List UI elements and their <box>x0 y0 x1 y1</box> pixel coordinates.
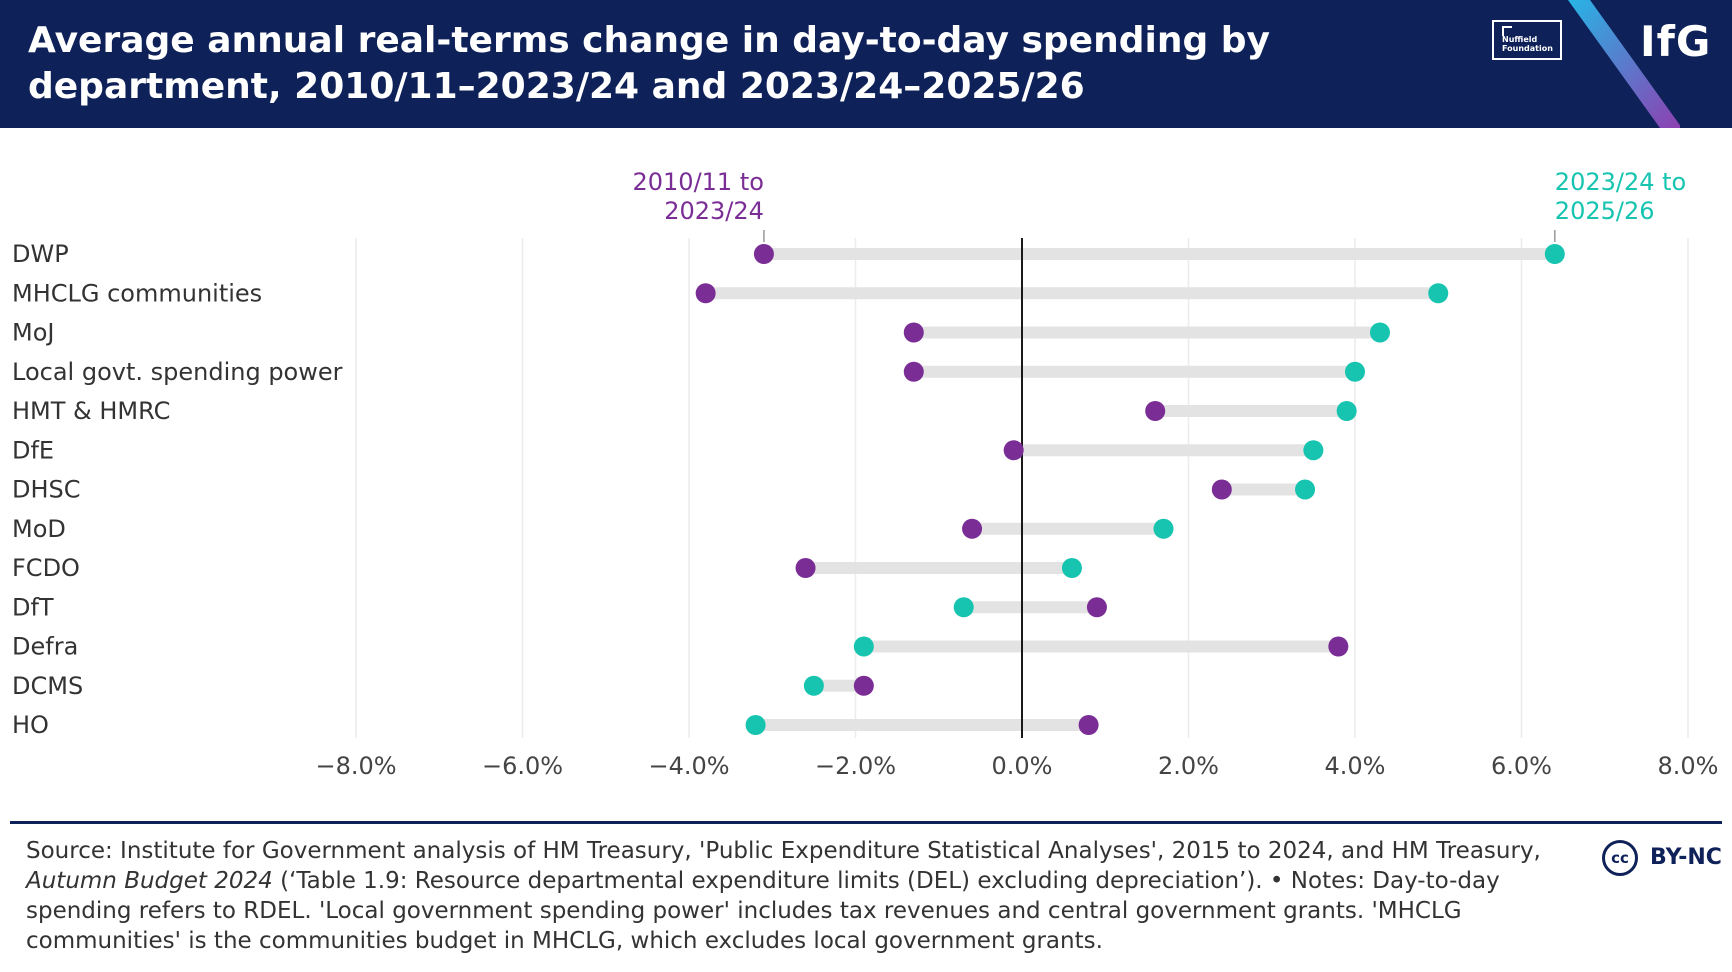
dot-2023-2025 <box>1428 283 1449 304</box>
series-label-2010-2023: 2010/11 to <box>632 168 763 196</box>
category-label: DCMS <box>12 672 83 700</box>
category-label: MoJ <box>12 319 54 347</box>
dot-2023-2025 <box>853 636 874 657</box>
category-label: DfT <box>12 593 54 621</box>
category-label: MoD <box>12 515 66 543</box>
nuffield-logo-text-line1: Nuffield <box>1502 35 1538 44</box>
dot-2023-2025 <box>953 597 974 618</box>
x-tick-label: −8.0% <box>315 752 396 780</box>
x-tick-label: 8.0% <box>1658 752 1719 780</box>
series-label-2010-2023: 2023/24 <box>664 197 764 225</box>
dot-2010-2023 <box>1328 636 1349 657</box>
dot-2010-2023 <box>1003 440 1024 461</box>
dot-2010-2023 <box>962 518 983 539</box>
category-label: DWP <box>12 240 69 268</box>
source-text-italic: Autumn Budget 2024 <box>26 868 273 894</box>
dot-2023-2025 <box>1303 440 1324 461</box>
dot-2023-2025 <box>803 675 824 696</box>
nuffield-logo-mark-icon <box>1502 26 1512 36</box>
dot-2023-2025 <box>1153 518 1174 539</box>
category-label: HO <box>12 711 49 739</box>
dot-2010-2023 <box>1145 401 1166 421</box>
x-tick-label: 4.0% <box>1325 752 1386 780</box>
category-label: DfE <box>12 436 54 464</box>
dot-2010-2023 <box>903 361 924 382</box>
dot-2023-2025 <box>1336 401 1357 421</box>
nuffield-logo-text-line2: Foundation <box>1502 44 1553 53</box>
header-banner: Average annual real-terms change in day-… <box>0 0 1732 128</box>
dot-2010-2023 <box>1086 597 1107 618</box>
ifg-logo: IfG <box>1640 17 1712 66</box>
source-note: Source: Institute for Government analysi… <box>26 836 1586 956</box>
category-label: Defra <box>12 633 78 661</box>
dot-2023-2025 <box>1369 322 1390 343</box>
dot-2023-2025 <box>1345 361 1365 382</box>
dot-2010-2023 <box>695 283 716 304</box>
dot-2010-2023 <box>753 244 774 264</box>
dot-2023-2025 <box>1061 558 1082 578</box>
dot-2023-2025 <box>1544 244 1565 264</box>
footer-divider <box>10 821 1722 824</box>
category-label: Local govt. spending power <box>12 358 343 386</box>
category-label: MHCLG communities <box>12 279 262 307</box>
chart-title: Average annual real-terms change in day-… <box>28 20 1270 107</box>
category-label: FCDO <box>12 554 80 582</box>
dot-2023-2025 <box>745 715 766 735</box>
dumbbell-chart: −8.0% −6.0% −4.0% −2.0% 0.0% 2.0% 4.0% 6.0% 8.0%… <box>12 168 1719 780</box>
license-label: BY-NC <box>1650 845 1722 870</box>
dot-2010-2023 <box>1078 715 1099 735</box>
source-text-part2: (‘Table 1.9: Resource departmental expen… <box>26 868 1500 954</box>
ifg-diagonal-stripe-icon <box>1568 0 1680 128</box>
x-tick-label: −2.0% <box>815 752 896 780</box>
dot-2010-2023 <box>853 675 874 696</box>
dot-2010-2023 <box>1211 479 1232 500</box>
series-label-2023-2025: 2025/26 <box>1555 197 1655 225</box>
creative-commons-icon: cc <box>1602 840 1638 876</box>
dot-2023-2025 <box>1295 479 1316 500</box>
source-text-part1: Source: Institute for Government analysi… <box>26 838 1541 864</box>
dot-2010-2023 <box>795 558 816 578</box>
nuffield-foundation-logo: Nuffield Foundation <box>1492 20 1562 60</box>
category-label: HMT & HMRC <box>12 397 170 425</box>
x-tick-label: −6.0% <box>482 752 563 780</box>
x-tick-label: 6.0% <box>1491 752 1552 780</box>
x-tick-label: −4.0% <box>648 752 729 780</box>
category-label: DHSC <box>12 476 81 504</box>
x-tick-label: 2.0% <box>1158 752 1219 780</box>
series-label-2023-2025: 2023/24 to <box>1555 168 1686 196</box>
x-tick-label: 0.0% <box>992 752 1053 780</box>
dot-2010-2023 <box>903 322 924 343</box>
